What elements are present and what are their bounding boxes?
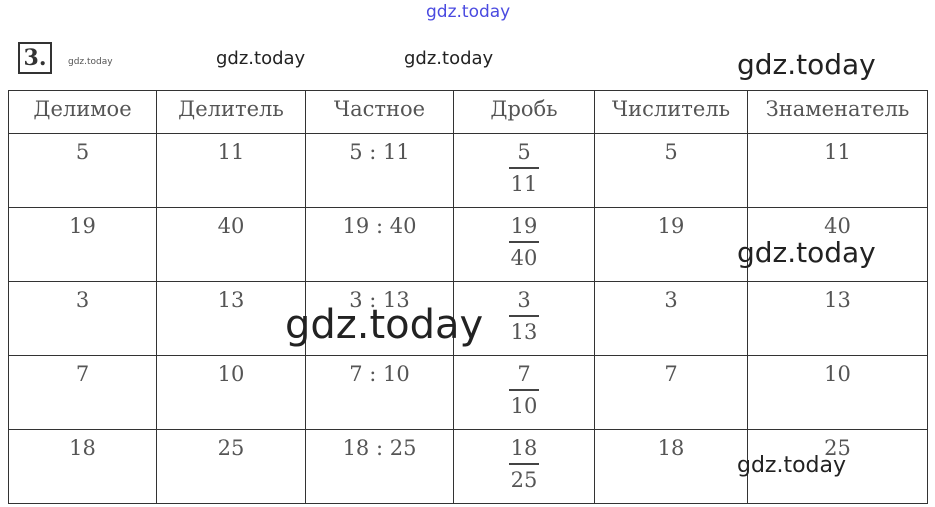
dividend-cell: 18 xyxy=(8,429,157,504)
divisor-cell: 40 xyxy=(156,207,306,282)
fraction-denominator: 11 xyxy=(510,172,538,196)
divisor-cell: 13 xyxy=(156,281,306,356)
fraction-cell: 18 25 xyxy=(453,429,595,504)
division-table: Делимое Делитель Частное Дробь Числитель Знам… xyxy=(8,90,928,504)
quotient-cell: 18 : 25 xyxy=(305,429,454,504)
fraction-denominator: 10 xyxy=(510,394,538,418)
numerator-cell: 3 xyxy=(594,281,748,356)
table-row: 19 40 19 : 40 19 40 19 40 xyxy=(8,207,928,282)
divisor-cell: 25 xyxy=(156,429,306,504)
divisor-cell: 10 xyxy=(156,355,306,430)
watermark: gdz.today xyxy=(404,48,494,69)
numerator-cell: 19 xyxy=(594,207,748,282)
fraction-denominator: 25 xyxy=(510,468,538,492)
fraction: 19 40 xyxy=(509,211,539,273)
fraction: 7 10 xyxy=(509,359,539,421)
watermark: gdz.today xyxy=(426,2,511,22)
fraction: 18 25 xyxy=(509,433,539,495)
quotient-cell: 3 : 13 xyxy=(305,281,454,356)
column-header: Делитель xyxy=(156,90,306,134)
column-header: Знаменатель xyxy=(747,90,928,134)
denominator-cell: 10 xyxy=(747,355,928,430)
denominator-cell: 25 xyxy=(747,429,928,504)
table-row: 3 13 3 : 13 3 13 3 13 xyxy=(8,281,928,356)
fraction-cell: 5 11 xyxy=(453,133,595,208)
table-row: 5 11 5 : 11 5 11 5 11 xyxy=(8,133,928,208)
watermark: gdz.today xyxy=(285,302,484,348)
fraction-bar xyxy=(509,167,539,169)
denominator-cell: 40 xyxy=(747,207,928,282)
fraction-cell: 7 10 xyxy=(453,355,595,430)
fraction-bar xyxy=(509,241,539,243)
fraction-bar xyxy=(509,315,539,317)
numerator-cell: 18 xyxy=(594,429,748,504)
watermark: gdz.today xyxy=(737,236,876,269)
fraction-denominator: 40 xyxy=(510,246,538,270)
fraction-numerator: 5 xyxy=(517,140,531,164)
fraction-cell: 19 40 xyxy=(453,207,595,282)
table-row: 18 25 18 : 25 18 25 18 25 xyxy=(8,429,928,504)
table-row: 7 10 7 : 10 7 10 7 10 xyxy=(8,355,928,430)
dividend-cell: 19 xyxy=(8,207,157,282)
fraction-bar xyxy=(509,463,539,465)
fraction-numerator: 19 xyxy=(510,214,538,238)
column-header: Частное xyxy=(305,90,454,134)
fraction-numerator: 7 xyxy=(517,362,531,386)
quotient-cell: 7 : 10 xyxy=(305,355,454,430)
dividend-cell: 5 xyxy=(8,133,157,208)
watermark: gdz.today xyxy=(68,57,113,67)
denominator-cell: 11 xyxy=(747,133,928,208)
fraction-cell: 3 13 xyxy=(453,281,595,356)
watermark: gdz.today xyxy=(737,453,847,478)
column-header: Числитель xyxy=(594,90,748,134)
numerator-cell: 5 xyxy=(594,133,748,208)
fraction: 5 11 xyxy=(509,137,539,199)
column-header: Делимое xyxy=(8,90,157,134)
dividend-cell: 7 xyxy=(8,355,157,430)
watermark: gdz.today xyxy=(216,48,306,69)
dividend-cell: 3 xyxy=(8,281,157,356)
fraction-numerator: 18 xyxy=(510,436,538,460)
fraction: 3 13 xyxy=(509,285,539,347)
fraction-denominator: 13 xyxy=(510,320,538,344)
fraction-numerator: 3 xyxy=(517,288,531,312)
denominator-cell: 13 xyxy=(747,281,928,356)
quotient-cell: 5 : 11 xyxy=(305,133,454,208)
fraction-bar xyxy=(509,389,539,391)
divisor-cell: 11 xyxy=(156,133,306,208)
numerator-cell: 7 xyxy=(594,355,748,430)
watermark: gdz.today xyxy=(737,48,876,81)
quotient-cell: 19 : 40 xyxy=(305,207,454,282)
column-header: Дробь xyxy=(453,90,595,134)
exercise-number: 3. xyxy=(18,42,52,74)
